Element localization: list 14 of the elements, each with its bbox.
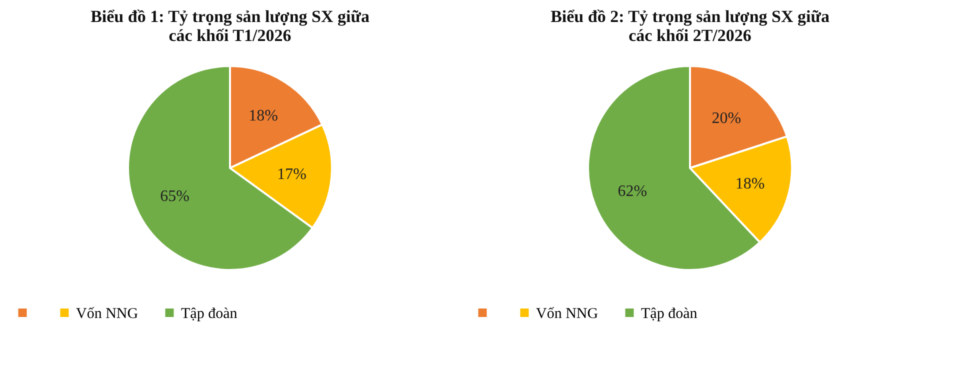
text: Biểu đồ 2: Tỷ trọng sản lượng SX giữa xyxy=(550,7,830,26)
data-label: 17% xyxy=(277,166,306,183)
data-label: 18% xyxy=(735,175,765,192)
text: Biểu đồ 1: Tỷ trọng sản lượng SX giữa xyxy=(90,7,370,26)
data-label: 65% xyxy=(160,188,190,206)
data-label: 62% xyxy=(618,182,648,200)
legend-label: Vốn NNG xyxy=(536,306,598,322)
data-label: 20% xyxy=(712,110,742,127)
legend-label: Tập đoàn xyxy=(641,306,698,322)
legend-label: Vốn NNG xyxy=(76,306,138,322)
data-label: 18% xyxy=(248,108,278,125)
legend-label: Tập đoàn xyxy=(181,306,238,322)
text: các khối 2T/2026 xyxy=(628,26,752,45)
text: các khối T1/2026 xyxy=(168,26,292,45)
